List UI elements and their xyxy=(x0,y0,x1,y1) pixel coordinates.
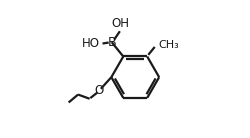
Text: OH: OH xyxy=(112,17,130,30)
Text: B: B xyxy=(107,36,116,49)
Text: O: O xyxy=(94,84,104,97)
Text: HO: HO xyxy=(82,37,100,50)
Text: CH₃: CH₃ xyxy=(158,40,179,50)
